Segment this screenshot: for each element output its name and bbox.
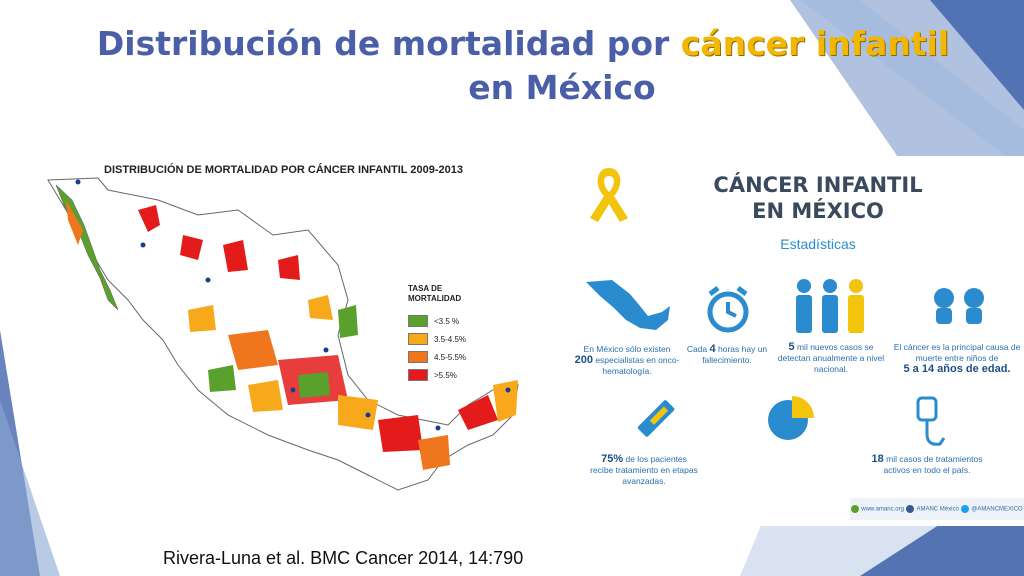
infographic-subtitle: Estadísticas [780, 236, 856, 252]
legend-title: TASA DE MORTALIDAD [408, 284, 462, 303]
stat4-text: El cáncer es la principal causa de muert… [893, 342, 1021, 363]
stat1-num: 200 [574, 354, 593, 366]
legend-item: 4.5-5.5% [408, 350, 468, 364]
citation: Rivera-Luna et al. BMC Cancer 2014, 14:7… [163, 548, 524, 568]
legend-swatch [408, 369, 428, 381]
stat-specialists: En México sólo existen 200 especialistas… [574, 344, 680, 377]
legend-item: >5.5% [408, 368, 468, 382]
iv-bag-icon [916, 396, 946, 446]
stat3-num: 5 [788, 341, 795, 353]
stat3-text: mil nuevos casos se detectan anualmente … [777, 342, 885, 374]
syringe-icon [637, 400, 675, 437]
legend-label: 4.5-5.5% [434, 352, 467, 362]
stat4-range: 5 a 14 años de edad. [903, 363, 1011, 375]
footer-facebook[interactable]: AMANC México [906, 505, 959, 513]
awareness-ribbon-icon [590, 168, 628, 222]
infographic-title: CÁNCER INFANTIL EN MÉXICO [572, 172, 1024, 224]
stat-leading-cause: El cáncer es la principal causa de muert… [890, 342, 1024, 375]
twitter-icon [961, 505, 970, 513]
stat2-post: horas hay un fallecimiento. [702, 344, 768, 365]
stat5-text: de los pacientes recibe tratamiento en e… [590, 454, 698, 486]
pie-chart-icon [768, 396, 814, 440]
stat6-text: mil casos de tratamientos activos en tod… [883, 454, 983, 475]
title-highlight: cáncer infantil [680, 24, 950, 63]
legend-label: >5.5% [434, 370, 457, 380]
stat5-num: 75% [601, 453, 624, 465]
stat2-pre: Cada [686, 344, 708, 354]
footer-web[interactable]: www.amanc.org [851, 505, 904, 513]
map-legend: TASA DE MORTALIDAD <3.5 % 3.5-4.5% 4.5-5… [408, 284, 468, 386]
mexico-map-icon [586, 280, 670, 330]
stat-late-stage: 75% de los pacientes recibe tratamiento … [590, 454, 698, 487]
web-icon [851, 505, 860, 513]
stat1-pre: En México sólo existen [583, 344, 671, 354]
legend-label: <3.5 % [434, 316, 460, 326]
legend-swatch [408, 351, 428, 363]
stat1-post: especialistas en onco-hematología. [595, 355, 680, 376]
infographic-panel: CÁNCER INFANTIL EN MÉXICO Estadísticas E… [572, 156, 1024, 526]
mortality-map-panel: DISTRIBUCIÓN DE MORTALIDAD POR CÁNCER IN… [38, 160, 548, 500]
slide-title: Distribución de mortalidad por cáncer in… [0, 22, 1024, 110]
infographic-title-line1: CÁNCER INFANTIL [713, 173, 923, 197]
legend-item: 3.5-4.5% [408, 332, 468, 346]
children-icon [934, 288, 984, 324]
legend-label: 3.5-4.5% [434, 334, 467, 344]
mexico-map [47, 177, 519, 491]
title-part1: Distribución de mortalidad por [96, 24, 681, 63]
infographic-footer: www.amanc.org AMANC México @AMANCMEXICO [850, 498, 1024, 520]
facebook-icon [906, 505, 915, 513]
stat-active-treatments: 18 mil casos de tratamientos activos en … [868, 454, 986, 476]
children-group-icon [796, 279, 864, 333]
legend-swatch [408, 333, 428, 345]
stat-new-cases: 5 mil nuevos casos se detectan anualment… [776, 342, 886, 375]
infographic-title-line2: EN MÉXICO [752, 199, 884, 223]
alarm-clock-icon [707, 286, 749, 333]
stat6-num: 18 [871, 453, 884, 465]
legend-item: <3.5 % [408, 314, 468, 328]
map-title: DISTRIBUCIÓN DE MORTALIDAD POR CÁNCER IN… [104, 164, 463, 176]
stat-frequency: Cada 4 horas hay un fallecimiento. [684, 344, 770, 366]
legend-swatch [408, 315, 428, 327]
footer-twitter[interactable]: @AMANCMEXICO [961, 505, 1023, 513]
title-line2: en México [468, 68, 656, 107]
stat2-num: 4 [709, 343, 716, 355]
